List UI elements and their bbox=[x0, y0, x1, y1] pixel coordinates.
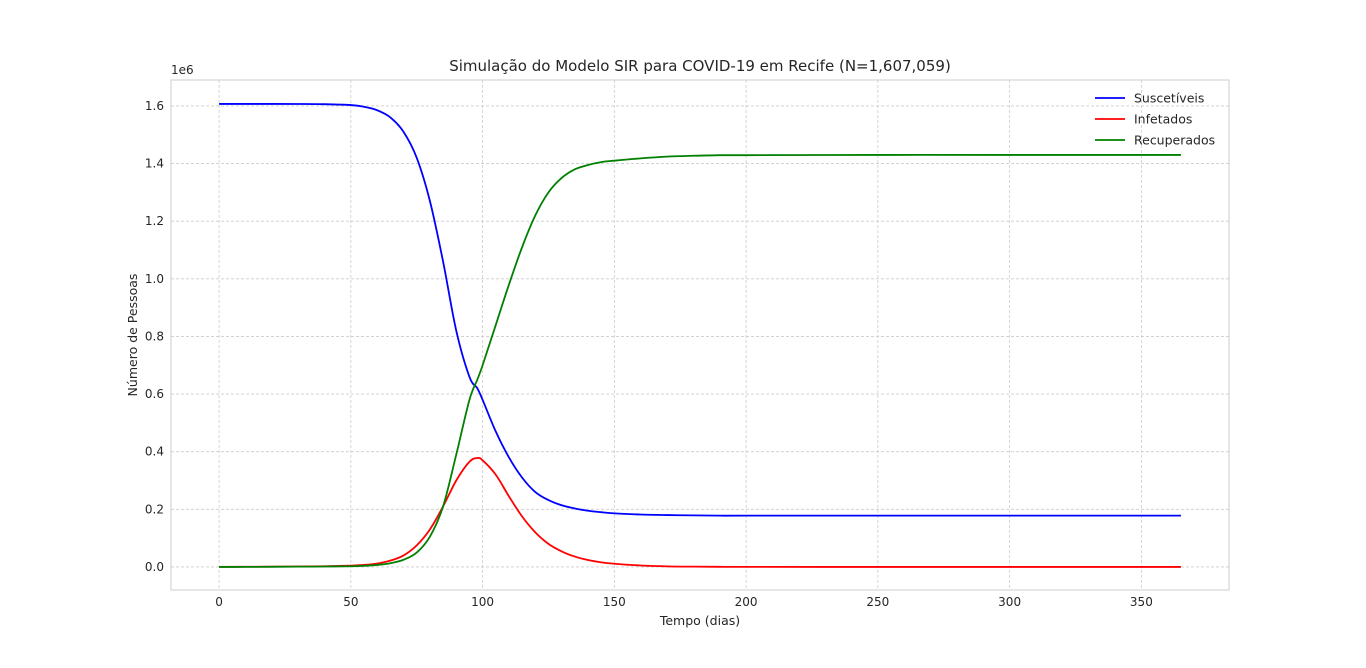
x-tick-label: 50 bbox=[343, 595, 358, 609]
legend-label-infetados: Infetados bbox=[1134, 112, 1192, 127]
x-tick-label: 200 bbox=[735, 595, 758, 609]
series-line-suscetiveis bbox=[219, 103, 1181, 517]
y-tick-labels: 0.0 0.2 0.4 0.6 0.8 1.0 1.2 1.4 1.6 bbox=[145, 99, 164, 574]
y-tick-label: 0.0 bbox=[145, 560, 164, 574]
series-line-infetados bbox=[219, 456, 1181, 568]
y-tick-label: 0.4 bbox=[145, 445, 164, 459]
x-tick-label: 0 bbox=[215, 595, 223, 609]
legend-label-recuperados: Recuperados bbox=[1134, 133, 1215, 148]
grid-layer bbox=[171, 80, 1229, 590]
chart-title: Simulação do Modelo SIR para COVID-19 em… bbox=[449, 57, 951, 75]
x-tick-label: 150 bbox=[603, 595, 626, 609]
y-axis-label: Número de Pessoas bbox=[125, 274, 140, 397]
y-axis-exponent: 1e6 bbox=[171, 63, 194, 77]
legend-label-suscetiveis: Suscetíveis bbox=[1134, 91, 1204, 106]
y-tick-label: 1.2 bbox=[145, 214, 164, 228]
y-tick-label: 0.8 bbox=[145, 329, 164, 343]
x-axis-label: Tempo (dias) bbox=[659, 613, 740, 628]
x-tick-label: 250 bbox=[866, 595, 889, 609]
x-tick-label: 100 bbox=[471, 595, 494, 609]
x-tick-label: 350 bbox=[1130, 595, 1153, 609]
x-tick-label: 300 bbox=[998, 595, 1021, 609]
y-tick-label: 1.4 bbox=[145, 157, 164, 171]
series-layer bbox=[219, 103, 1181, 568]
y-tick-label: 0.6 bbox=[145, 387, 164, 401]
x-tick-labels: 0 50 100 150 200 250 300 350 bbox=[215, 595, 1153, 609]
plot-frame bbox=[170, 79, 1230, 591]
y-tick-label: 0.2 bbox=[145, 502, 164, 516]
y-tick-label: 1.6 bbox=[145, 99, 164, 113]
y-tick-label: 1.0 bbox=[145, 272, 164, 286]
legend: Suscetíveis Infetados Recuperados bbox=[1095, 91, 1215, 148]
series-line-recuperados bbox=[219, 153, 1181, 568]
